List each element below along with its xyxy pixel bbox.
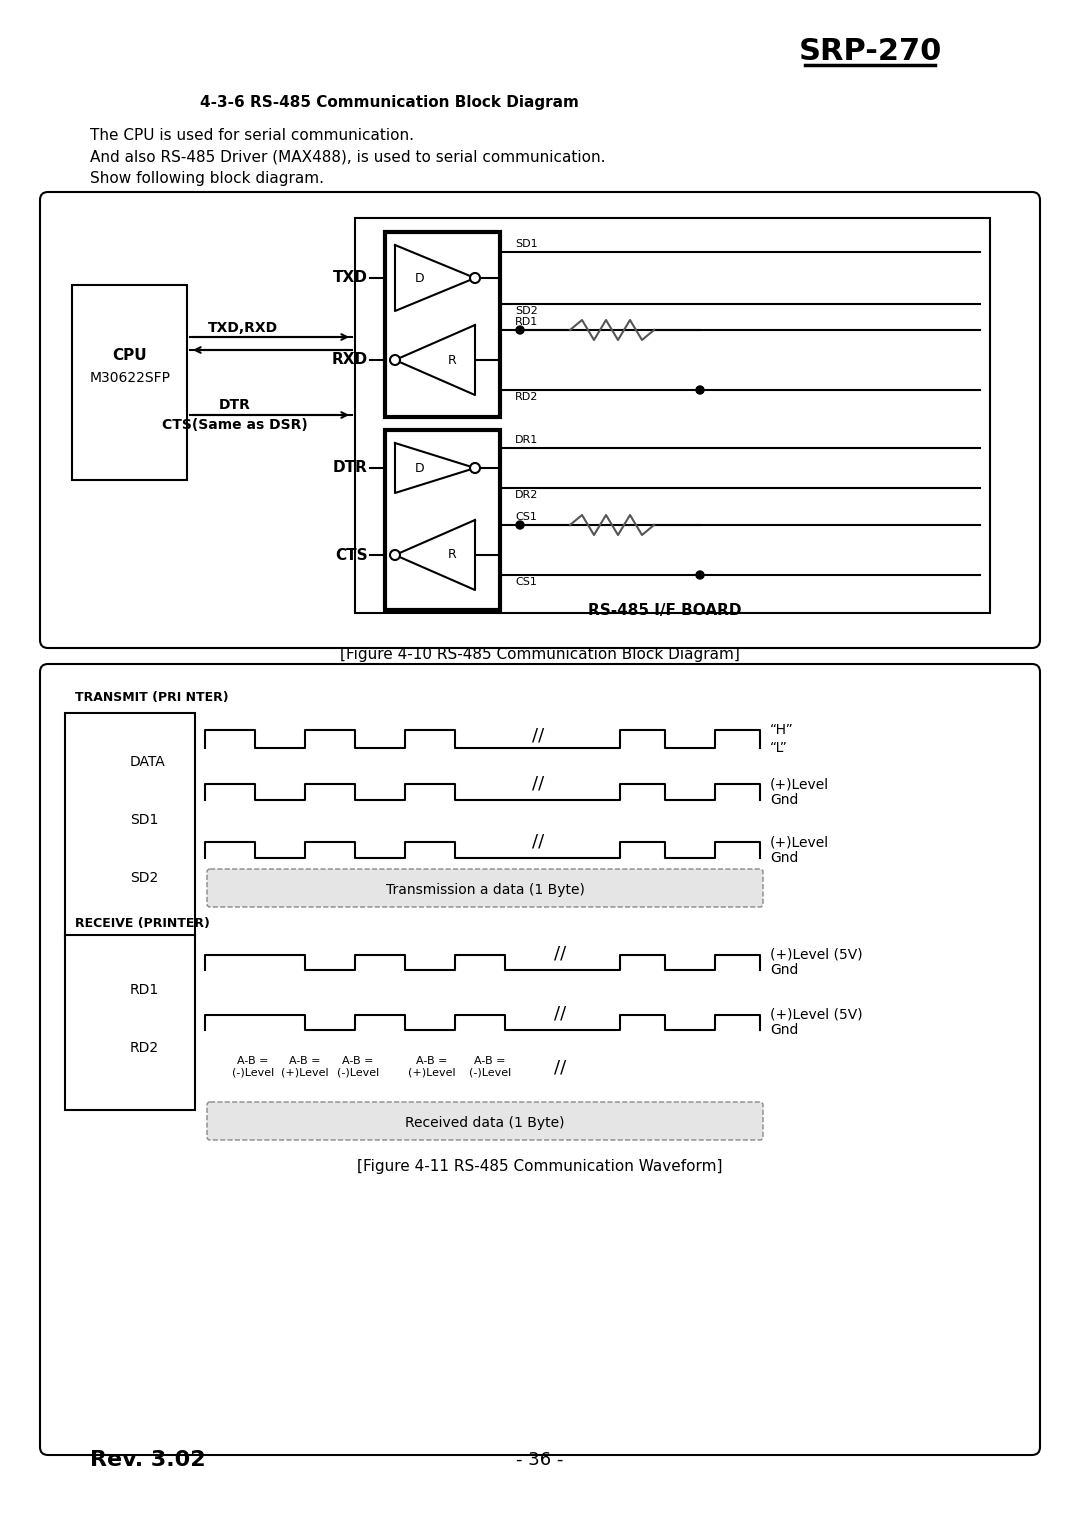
Text: Gnd: Gnd [770,964,798,977]
Text: CS1: CS1 [515,512,537,522]
Text: RD2: RD2 [130,1041,159,1055]
FancyBboxPatch shape [40,192,1040,647]
Text: DR2: DR2 [515,490,538,499]
FancyBboxPatch shape [207,1102,762,1141]
Text: (+)Level: (+)Level [770,835,829,849]
Text: CS1: CS1 [515,577,537,586]
Bar [65,935,195,1110]
Text: “L”: “L” [770,741,788,754]
Text: The CPU is used for serial communication.: The CPU is used for serial communication… [90,127,414,142]
Text: CPU: CPU [112,348,147,362]
Text: RD1: RD1 [130,983,159,997]
Text: Show following block diagram.: Show following block diagram. [90,171,324,186]
Polygon shape [395,521,475,589]
Text: SD1: SD1 [130,812,159,828]
Text: TXD: TXD [333,270,368,286]
Text: D: D [415,461,424,475]
Bar [72,286,187,479]
Text: RD2: RD2 [515,392,538,402]
Text: //: // [531,727,544,745]
Text: //: // [554,1058,566,1077]
Text: [Figure 4-10 RS-485 Communication Block Diagram]: [Figure 4-10 RS-485 Communication Block … [340,647,740,663]
Text: DATA: DATA [130,754,165,770]
Circle shape [470,463,480,473]
Circle shape [696,571,704,579]
Circle shape [516,521,524,528]
Bar [384,232,500,417]
Text: DTR: DTR [219,399,251,412]
Text: RXD: RXD [332,353,368,368]
Text: CTS(Same as DSR): CTS(Same as DSR) [162,418,308,432]
Text: M30622SFP: M30622SFP [90,371,171,385]
Text: //: // [554,944,566,962]
FancyBboxPatch shape [40,664,1040,1455]
Text: SD2: SD2 [130,870,159,886]
Polygon shape [395,443,475,493]
Text: Gnd: Gnd [770,1023,798,1037]
Text: RD1: RD1 [515,318,538,327]
Text: “H”: “H” [770,722,794,738]
Text: (+)Level (5V): (+)Level (5V) [770,1008,863,1022]
Circle shape [390,550,400,560]
Text: DR1: DR1 [515,435,538,444]
Text: R: R [447,353,457,366]
Polygon shape [395,325,475,395]
Text: D: D [415,272,424,284]
Text: TRANSMIT (PRI NTER): TRANSMIT (PRI NTER) [75,692,229,704]
Text: Gnd: Gnd [770,793,798,806]
Text: //: // [531,834,544,851]
Text: 4-3-6 RS-485 Communication Block Diagram: 4-3-6 RS-485 Communication Block Diagram [200,95,579,110]
Text: R: R [447,548,457,562]
Bar [65,713,195,938]
Text: (+)Level: (+)Level [770,777,829,791]
Text: TXD,RXD: TXD,RXD [208,321,278,334]
Polygon shape [395,244,475,312]
Text: RS-485 I/F BOARD: RS-485 I/F BOARD [589,603,742,617]
FancyBboxPatch shape [207,869,762,907]
Text: Rev. 3.02: Rev. 3.02 [90,1451,205,1471]
Text: Transmission a data (1 Byte): Transmission a data (1 Byte) [386,883,584,896]
Text: Gnd: Gnd [770,851,798,864]
Text: DTR: DTR [333,461,368,475]
Circle shape [516,325,524,334]
Text: //: // [554,1003,566,1022]
Text: SD1: SD1 [515,240,538,249]
Text: SD2: SD2 [515,305,538,316]
Text: SRP-270: SRP-270 [798,38,942,67]
Circle shape [390,354,400,365]
Text: A-B =
(+)Level: A-B = (+)Level [408,1057,456,1078]
Circle shape [470,273,480,282]
Text: A-B =
(+)Level: A-B = (+)Level [281,1057,328,1078]
Circle shape [696,386,704,394]
Text: RECEIVE (PRINTER): RECEIVE (PRINTER) [75,918,210,930]
Bar [355,218,990,612]
Text: And also RS-485 Driver (MAX488), is used to serial communication.: And also RS-485 Driver (MAX488), is used… [90,150,606,165]
Text: A-B =
(-)Level: A-B = (-)Level [337,1057,379,1078]
Text: - 36 -: - 36 - [516,1451,564,1469]
Text: CTS: CTS [336,548,368,562]
Text: A-B =
(-)Level: A-B = (-)Level [232,1057,274,1078]
Bar [384,431,500,609]
Text: A-B =
(-)Level: A-B = (-)Level [469,1057,511,1078]
Text: //: // [531,776,544,793]
Text: [Figure 4-11 RS-485 Communication Waveform]: [Figure 4-11 RS-485 Communication Wavefo… [357,1159,723,1174]
Text: (+)Level (5V): (+)Level (5V) [770,948,863,962]
Text: Received data (1 Byte): Received data (1 Byte) [405,1116,565,1130]
